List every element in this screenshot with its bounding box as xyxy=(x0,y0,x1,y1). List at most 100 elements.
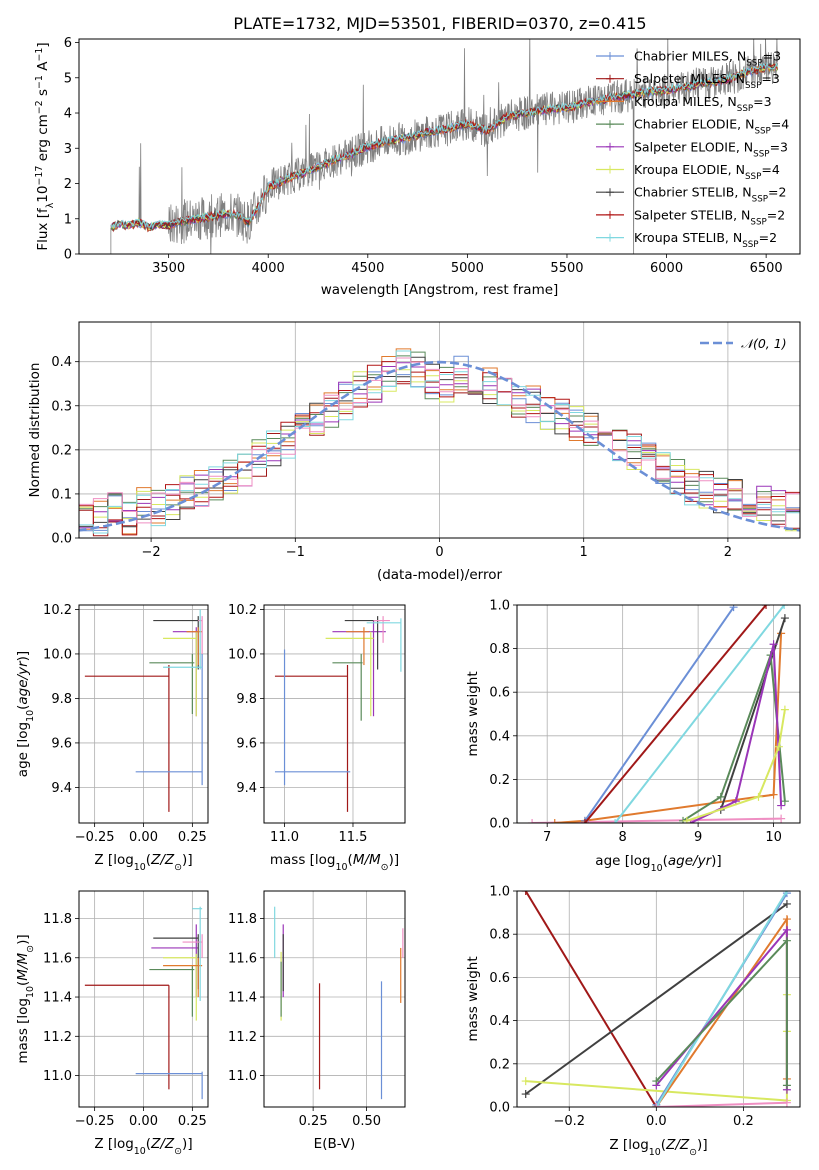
y-tick-label: 0.8 xyxy=(489,642,510,657)
y-tick-label: 1.0 xyxy=(489,599,510,614)
weight-marker xyxy=(780,705,789,714)
axes-frame xyxy=(78,604,209,824)
panel-age_vs_Z: −0.25 0.00 0.259.49.69.810.010.2Z [log10(Z… xyxy=(15,603,209,873)
axes-frame xyxy=(263,604,406,824)
weight-marker xyxy=(682,816,691,823)
x-tick-label: 0 xyxy=(435,545,443,560)
panel-spectrum: 3500 4000 4500 5000 5500 6000 6500 0 1 2 3 4 5 6 Chabr… xyxy=(34,36,801,298)
label-part: Z/Z xyxy=(150,852,175,868)
x-tick-label: 4500 xyxy=(351,261,384,276)
weight-marker xyxy=(780,614,789,623)
label-part: Kroupa ELODIE, N xyxy=(634,162,745,177)
label-part: Chabrier STELIB, N xyxy=(634,185,752,200)
label-part: ( xyxy=(661,1137,666,1153)
y-axis-label: Normed distribution xyxy=(27,363,43,498)
label-part: SSP xyxy=(745,172,761,182)
weight-marker xyxy=(780,797,789,806)
y-tick-label: 11.6 xyxy=(43,951,72,966)
y-tick-label: 9.4 xyxy=(51,781,72,796)
errorbar-point xyxy=(274,665,349,812)
label-part: Salpeter ELODIE, N xyxy=(634,139,753,154)
y-axis-label: mass [log10(M/M⊙)] xyxy=(15,934,36,1063)
weight-marker xyxy=(782,891,791,895)
legend-marker xyxy=(606,52,614,60)
model-line-kroupa-elodie xyxy=(110,63,779,232)
axes-frame xyxy=(516,890,801,1108)
errorbar-point xyxy=(163,609,203,670)
y-tick-label: 0.6 xyxy=(489,971,510,986)
errorbar-point xyxy=(192,906,203,1001)
label-part: Chabrier ELODIE, N xyxy=(634,117,754,132)
errorbar-point xyxy=(366,618,402,672)
weight-marker xyxy=(521,1077,530,1086)
y-tick-label: 0.1 xyxy=(51,487,72,502)
label-part: 10 xyxy=(25,986,36,998)
legend-entry: Kroupa ELODIE, NSSP=4 xyxy=(634,162,780,182)
errorbar-point xyxy=(151,924,199,998)
label-part: ( xyxy=(146,1136,151,1152)
errorbar-point xyxy=(182,934,203,958)
y-tick-label: 3 xyxy=(64,142,72,157)
label-part: Z [log xyxy=(94,852,133,868)
x-axis-label: wavelength [Angstrom, rest frame] xyxy=(321,282,559,298)
label-part: 10 xyxy=(134,1146,146,1157)
weight-line xyxy=(614,605,785,823)
label-part: ( xyxy=(663,853,668,869)
y-tick-label: 0.2 xyxy=(489,1057,510,1072)
label-part: =3 xyxy=(753,94,771,109)
y-tick-label: 1.0 xyxy=(489,885,510,900)
x-tick-label: 0.25 xyxy=(178,830,207,845)
legend-marker xyxy=(606,210,614,219)
y-tick-label: 4 xyxy=(64,107,72,122)
x-axis-label: E(B-V) xyxy=(314,1136,356,1152)
weight-marker xyxy=(780,605,789,609)
weight-marker xyxy=(777,814,786,823)
x-tick-label: 7 xyxy=(543,830,551,845)
label-part: −17 xyxy=(34,166,45,186)
label-part: ⊙ xyxy=(381,862,389,873)
errorbar-point xyxy=(163,631,197,717)
legend-marker xyxy=(606,233,614,242)
x-tick-label: 4000 xyxy=(252,261,285,276)
errorbar-point xyxy=(135,653,203,786)
label-part: SSP xyxy=(752,195,768,205)
label-part: )] xyxy=(15,651,31,662)
y-tick-label: 0.4 xyxy=(489,729,510,744)
legend-entry: Chabrier MILES, NSSP=3 xyxy=(634,49,781,69)
weight-line xyxy=(686,709,786,822)
weight-line xyxy=(655,915,788,1107)
x-tick-label: 0.0 xyxy=(646,1114,667,1129)
label-part: =4 xyxy=(771,117,789,132)
weight-marker xyxy=(782,925,791,934)
label-part: SSP xyxy=(746,59,762,69)
label-part: age [log xyxy=(15,722,31,777)
weight-marker xyxy=(754,792,763,801)
x-tick-label: 6000 xyxy=(650,261,683,276)
y-tick-label: 10.2 xyxy=(43,603,72,618)
legend-marker xyxy=(606,74,614,83)
legend-marker xyxy=(606,165,614,174)
weight-line xyxy=(525,903,788,1095)
x-tick-label: −2 xyxy=(142,545,161,560)
weight-marker xyxy=(774,742,783,751)
label-part: mass [log xyxy=(15,998,31,1064)
weight-marker xyxy=(611,819,620,823)
axes-frame xyxy=(263,890,406,1108)
axes-frame xyxy=(78,890,209,1108)
label-part: ⊙ xyxy=(174,1146,182,1157)
label-part: =2 xyxy=(767,207,785,222)
x-tick-label: 11.0 xyxy=(270,830,299,845)
weight-marker xyxy=(762,605,771,609)
x-tick-label: 0.00 xyxy=(129,1114,158,1129)
panel-weight_vs_Z: −0.2 0.0 0.2 0.0 0.2 0.4 0.6 0.8 1.0 Z [log10(Z/Z… xyxy=(465,885,801,1158)
weight-marker xyxy=(777,801,786,810)
x-tick-label: 0.25 xyxy=(299,1114,328,1129)
label-part: Kroupa STELIB, N xyxy=(634,230,742,245)
label-part: 10 xyxy=(134,862,146,873)
label-part: Flux [f xyxy=(35,207,51,251)
panel-mass_vs_EBV: 0.25 0.50 11.0 11.2 11.4 11.6 11.8 E(B-V) xyxy=(228,890,406,1152)
y-tick-label: 9.4 xyxy=(236,781,257,796)
label-part: ] xyxy=(35,42,51,47)
